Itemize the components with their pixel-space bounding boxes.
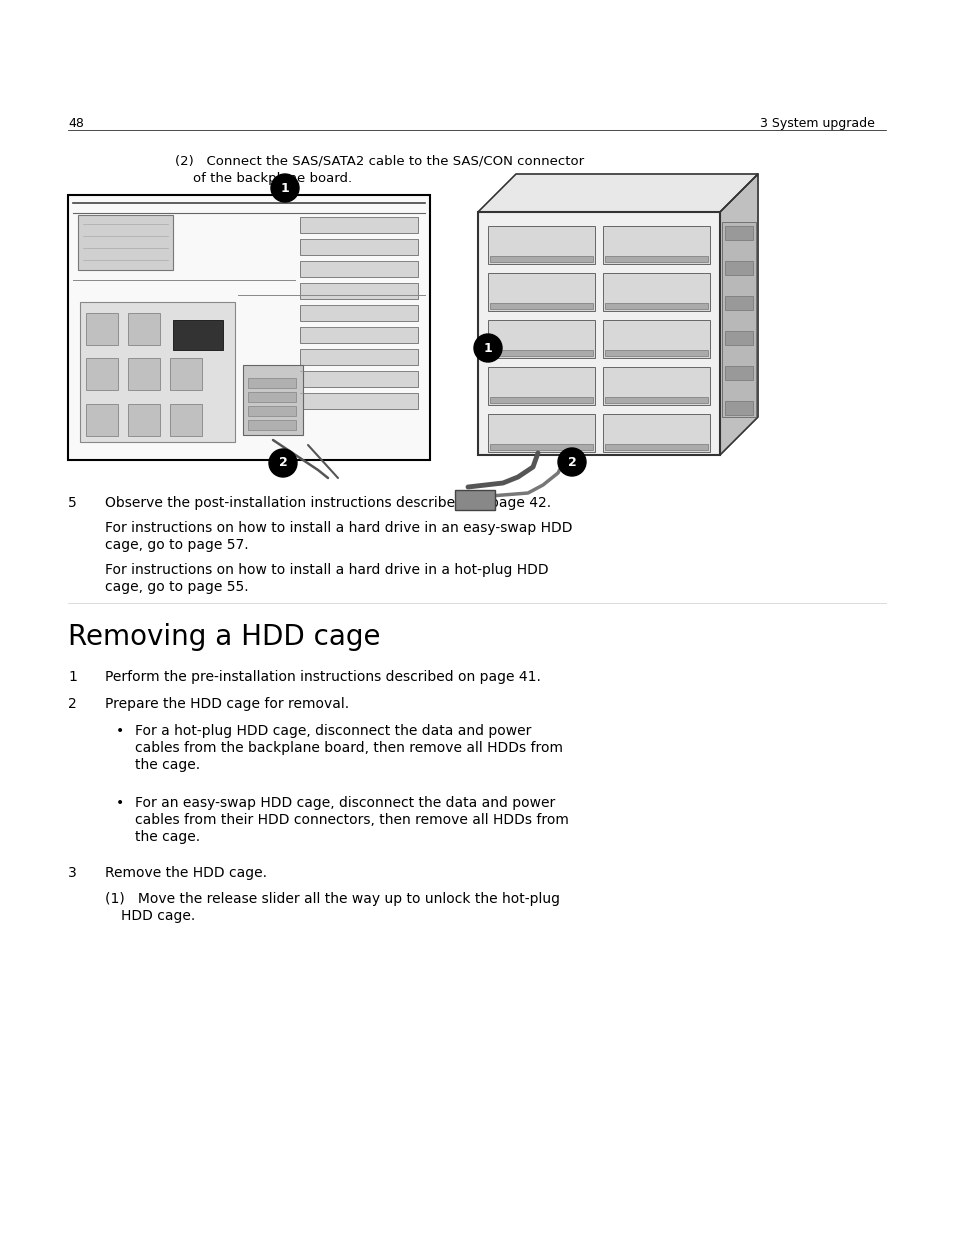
Bar xyxy=(299,261,417,277)
Bar xyxy=(490,396,593,403)
Bar xyxy=(170,404,202,436)
Bar xyxy=(604,396,707,403)
Text: Removing a HDD cage: Removing a HDD cage xyxy=(68,622,380,651)
Polygon shape xyxy=(477,174,758,212)
Text: cables from their HDD connectors, then remove all HDDs from: cables from their HDD connectors, then r… xyxy=(135,813,568,827)
Bar xyxy=(602,226,709,264)
Text: HDD cage.: HDD cage. xyxy=(121,909,195,923)
Bar xyxy=(248,420,295,430)
Circle shape xyxy=(474,333,501,362)
Polygon shape xyxy=(720,174,758,454)
Bar xyxy=(128,312,160,345)
Text: (1)   Move the release slider all the way up to unlock the hot-plug: (1) Move the release slider all the way … xyxy=(105,892,559,906)
Text: cage, go to page 55.: cage, go to page 55. xyxy=(105,580,249,594)
Bar xyxy=(299,393,417,409)
Bar xyxy=(488,320,595,358)
Bar xyxy=(248,391,295,403)
Text: cables from the backplane board, then remove all HDDs from: cables from the backplane board, then re… xyxy=(135,741,562,755)
Text: •: • xyxy=(115,797,124,810)
Text: 3 System upgrade: 3 System upgrade xyxy=(760,117,874,130)
Bar xyxy=(602,414,709,452)
Bar xyxy=(602,367,709,405)
Text: 1: 1 xyxy=(68,671,77,684)
Text: 1: 1 xyxy=(280,182,289,194)
Bar xyxy=(128,404,160,436)
Bar xyxy=(80,303,234,442)
Circle shape xyxy=(558,448,585,475)
Text: Observe the post-installation instructions described on page 42.: Observe the post-installation instructio… xyxy=(105,496,551,510)
Text: For instructions on how to install a hard drive in an easy-swap HDD: For instructions on how to install a har… xyxy=(105,521,572,535)
Bar xyxy=(602,320,709,358)
Bar xyxy=(86,404,118,436)
Text: 3: 3 xyxy=(68,866,76,881)
Bar xyxy=(488,226,595,264)
Bar xyxy=(128,358,160,390)
Bar xyxy=(488,414,595,452)
Bar xyxy=(243,366,303,435)
Circle shape xyxy=(271,174,298,203)
Bar xyxy=(604,256,707,262)
Text: 2: 2 xyxy=(68,697,76,711)
Bar xyxy=(477,212,720,454)
Bar xyxy=(299,283,417,299)
Bar xyxy=(455,490,495,510)
Bar xyxy=(604,303,707,309)
Bar xyxy=(248,406,295,416)
Text: of the backplane board.: of the backplane board. xyxy=(193,172,352,185)
Bar xyxy=(604,350,707,356)
Circle shape xyxy=(269,450,296,477)
Text: the cage.: the cage. xyxy=(135,758,200,772)
Bar xyxy=(299,217,417,233)
Bar xyxy=(490,350,593,356)
Bar xyxy=(68,195,430,459)
Bar xyxy=(724,226,752,240)
Text: •: • xyxy=(115,724,124,739)
Bar xyxy=(490,256,593,262)
Text: 2: 2 xyxy=(278,457,287,469)
Text: Prepare the HDD cage for removal.: Prepare the HDD cage for removal. xyxy=(105,697,349,711)
Bar xyxy=(170,358,202,390)
Text: 1: 1 xyxy=(483,342,492,354)
Text: Remove the HDD cage.: Remove the HDD cage. xyxy=(105,866,267,881)
Text: the cage.: the cage. xyxy=(135,830,200,844)
Bar xyxy=(248,378,295,388)
Bar xyxy=(299,240,417,254)
Bar xyxy=(488,273,595,311)
Bar xyxy=(724,401,752,415)
Text: 48: 48 xyxy=(68,117,84,130)
Bar xyxy=(86,358,118,390)
Bar xyxy=(721,222,755,417)
Bar xyxy=(78,215,172,270)
Text: For an easy-swap HDD cage, disconnect the data and power: For an easy-swap HDD cage, disconnect th… xyxy=(135,797,555,810)
Bar xyxy=(490,303,593,309)
Bar xyxy=(86,312,118,345)
Bar xyxy=(490,445,593,450)
Bar xyxy=(299,370,417,387)
Bar xyxy=(299,305,417,321)
Text: (2)   Connect the SAS/SATA2 cable to the SAS/CON connector: (2) Connect the SAS/SATA2 cable to the S… xyxy=(174,156,583,168)
Bar xyxy=(602,273,709,311)
Bar xyxy=(299,350,417,366)
Text: Perform the pre-installation instructions described on page 41.: Perform the pre-installation instruction… xyxy=(105,671,540,684)
Bar xyxy=(724,331,752,345)
Text: cage, go to page 57.: cage, go to page 57. xyxy=(105,538,249,552)
Bar xyxy=(724,261,752,275)
Text: For instructions on how to install a hard drive in a hot-plug HDD: For instructions on how to install a har… xyxy=(105,563,548,577)
Text: 2: 2 xyxy=(567,456,576,468)
Bar xyxy=(724,366,752,380)
Bar xyxy=(488,367,595,405)
Bar xyxy=(604,445,707,450)
Bar xyxy=(724,296,752,310)
Bar xyxy=(299,327,417,343)
Text: For a hot-plug HDD cage, disconnect the data and power: For a hot-plug HDD cage, disconnect the … xyxy=(135,724,531,739)
Text: 5: 5 xyxy=(68,496,76,510)
Bar xyxy=(172,320,223,350)
